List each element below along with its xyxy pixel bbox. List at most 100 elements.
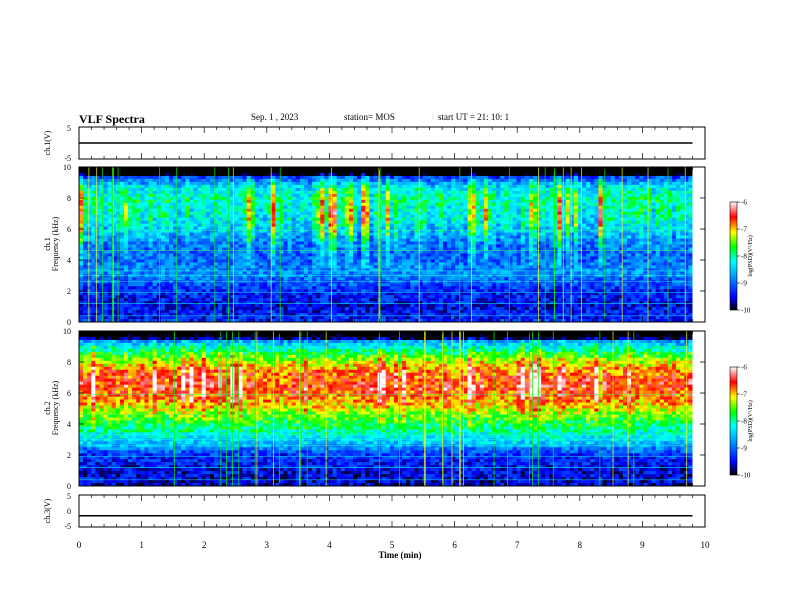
spectrogram-cell <box>299 253 305 257</box>
spectrogram-cell <box>91 307 96 311</box>
spectrogram-cell <box>87 253 92 257</box>
spectrogram-cell <box>103 283 109 287</box>
spectrogram-cell <box>107 220 113 225</box>
spectrogram-cell <box>410 316 415 320</box>
spectrogram-cell <box>328 202 333 207</box>
spectrogram-cell <box>406 283 411 287</box>
spectrogram-cell <box>308 256 313 260</box>
spectrogram-cell <box>95 187 100 192</box>
spectrogram-cell <box>381 298 387 302</box>
spectrogram-cell <box>430 259 436 263</box>
spectrogram-cell <box>91 181 96 186</box>
spectrogram-cell <box>222 229 227 233</box>
spectrogram-cell <box>185 295 190 299</box>
spectrogram-cell <box>152 286 158 290</box>
spectrogram-cell <box>312 202 317 207</box>
spectrogram-cell <box>156 187 162 192</box>
spectrogram-cell <box>209 265 215 269</box>
spectrogram-cell <box>443 250 448 254</box>
spectrogram-cell <box>205 283 211 287</box>
spectrogram-cell <box>279 256 284 260</box>
spectrogram-cell <box>459 169 464 174</box>
spectrogram-cell <box>246 202 252 207</box>
spectrogram-cell <box>365 229 370 233</box>
spectrogram-cell <box>201 268 207 272</box>
spectrogram-cell <box>308 190 313 195</box>
spectrogram-cell <box>434 319 440 323</box>
spectrogram-cell <box>177 235 182 239</box>
spectrogram-cell <box>336 235 342 239</box>
spectrogram-cell <box>209 226 215 230</box>
spectrogram-cell <box>336 271 342 275</box>
spectrogram-cell <box>107 289 113 293</box>
spectrogram-cell <box>193 220 199 225</box>
spectrogram-cell <box>197 217 203 222</box>
spectrogram-cell <box>140 169 145 174</box>
spectrogram-cell <box>238 283 243 287</box>
spectrogram-cell <box>283 316 288 320</box>
spectrogram-cell <box>287 283 293 287</box>
spectrogram-cell <box>164 229 170 233</box>
spectrogram-cell <box>365 262 370 266</box>
spectrogram-cell <box>103 190 109 195</box>
spectrogram-cell <box>128 289 133 293</box>
spectrogram-cell <box>107 286 113 290</box>
spectrogram-cell <box>328 265 333 269</box>
spectrogram-cell <box>95 232 100 236</box>
spectrogram-cell <box>299 271 305 275</box>
spectrogram-cell <box>205 238 211 242</box>
spectrogram-cell <box>393 172 399 177</box>
spectrogram-cell <box>263 298 268 302</box>
spectrogram-cell <box>316 319 321 323</box>
spectrogram-cell <box>389 178 395 183</box>
spectrogram-cell <box>83 307 88 311</box>
spectrogram-cell <box>426 274 432 278</box>
spectrogram-cell <box>95 277 100 281</box>
spectrogram-cell <box>222 220 227 225</box>
spectrogram-cell <box>218 172 223 177</box>
spectrogram-cell <box>279 244 284 248</box>
spectrogram-cell <box>385 247 391 251</box>
spectrogram-cell <box>406 253 411 257</box>
spectrogram-cell <box>299 238 305 242</box>
spectrogram-cell <box>303 244 309 248</box>
spectrogram-cell <box>205 175 211 180</box>
spectrogram-cell <box>389 202 395 207</box>
spectrogram-cell <box>263 274 268 278</box>
spectrogram-cell <box>451 283 456 287</box>
spectrogram-cell <box>222 175 227 180</box>
spectrogram-cell <box>271 265 276 269</box>
spectrogram-cell <box>271 307 276 311</box>
spectrogram-cell <box>348 247 354 251</box>
spectrogram-cell <box>258 196 264 201</box>
spectrogram-cell <box>87 301 92 305</box>
spectrogram-cell <box>344 274 350 278</box>
spectrogram-cell <box>234 214 239 219</box>
spectrogram-cell <box>136 187 141 192</box>
spectrogram-cell <box>303 217 309 222</box>
spectrogram-cell <box>406 250 411 254</box>
spectrogram-cell <box>222 196 227 201</box>
spectrogram-cell <box>246 238 252 242</box>
spectrogram-cell <box>119 217 125 222</box>
spectrogram-cell <box>287 178 293 183</box>
spectrogram-cell <box>279 235 284 239</box>
spectrogram-cell <box>328 190 333 195</box>
spectrogram-cell <box>418 265 423 269</box>
spectrogram-cell <box>328 217 333 222</box>
spectrogram-cell <box>242 178 248 183</box>
spectrogram-cell <box>91 202 96 207</box>
spectrogram-cell <box>365 292 370 296</box>
spectrogram-cell <box>181 307 186 311</box>
spectrogram-cell <box>373 178 378 183</box>
spectrogram-cell <box>369 295 374 299</box>
spectrogram-cell <box>447 250 452 254</box>
spectrogram-cell <box>197 292 203 296</box>
spectrogram-cell <box>438 226 444 230</box>
spectrogram-cell <box>168 262 174 266</box>
spectrogram-cell <box>410 232 415 236</box>
spectrogram-cell <box>185 301 190 305</box>
spectrogram-cell <box>205 226 211 230</box>
spectrogram-cell <box>185 313 190 317</box>
spectrogram-cell <box>181 316 186 320</box>
